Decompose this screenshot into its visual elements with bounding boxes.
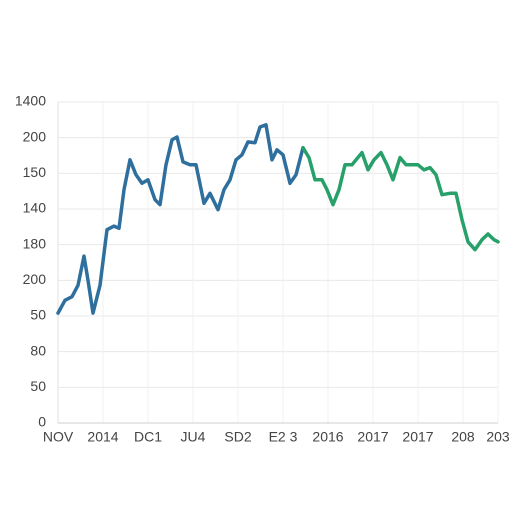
y-tick-label: 200: [23, 271, 47, 287]
x-tick-label: 2016: [312, 429, 343, 445]
y-tick-label: 200: [23, 128, 47, 144]
y-tick-label: 140: [23, 200, 47, 216]
y-tick-label: 1400: [15, 93, 46, 109]
x-tick-label: SD2: [224, 429, 251, 445]
x-tick-label: 203: [486, 429, 510, 445]
x-tick-label: 2017: [357, 429, 388, 445]
x-tick-label: NOV: [43, 429, 74, 445]
x-tick-label: E2 3: [269, 429, 298, 445]
y-tick-label: 0: [38, 414, 46, 430]
y-tick-label: 50: [30, 378, 46, 394]
x-tick-label: 2017: [402, 429, 433, 445]
y-tick-label: 150: [23, 164, 47, 180]
x-tick-label: 2014: [87, 429, 118, 445]
x-tick-label: JU4: [181, 429, 206, 445]
line-series: [301, 145, 500, 252]
x-tick-label: DC1: [134, 429, 162, 445]
y-tick-label: 80: [30, 342, 46, 358]
line-series: [56, 123, 305, 315]
y-tick-label: 50: [30, 307, 46, 323]
x-tick-label: 208: [451, 429, 475, 445]
y-tick-label: 180: [23, 235, 47, 251]
